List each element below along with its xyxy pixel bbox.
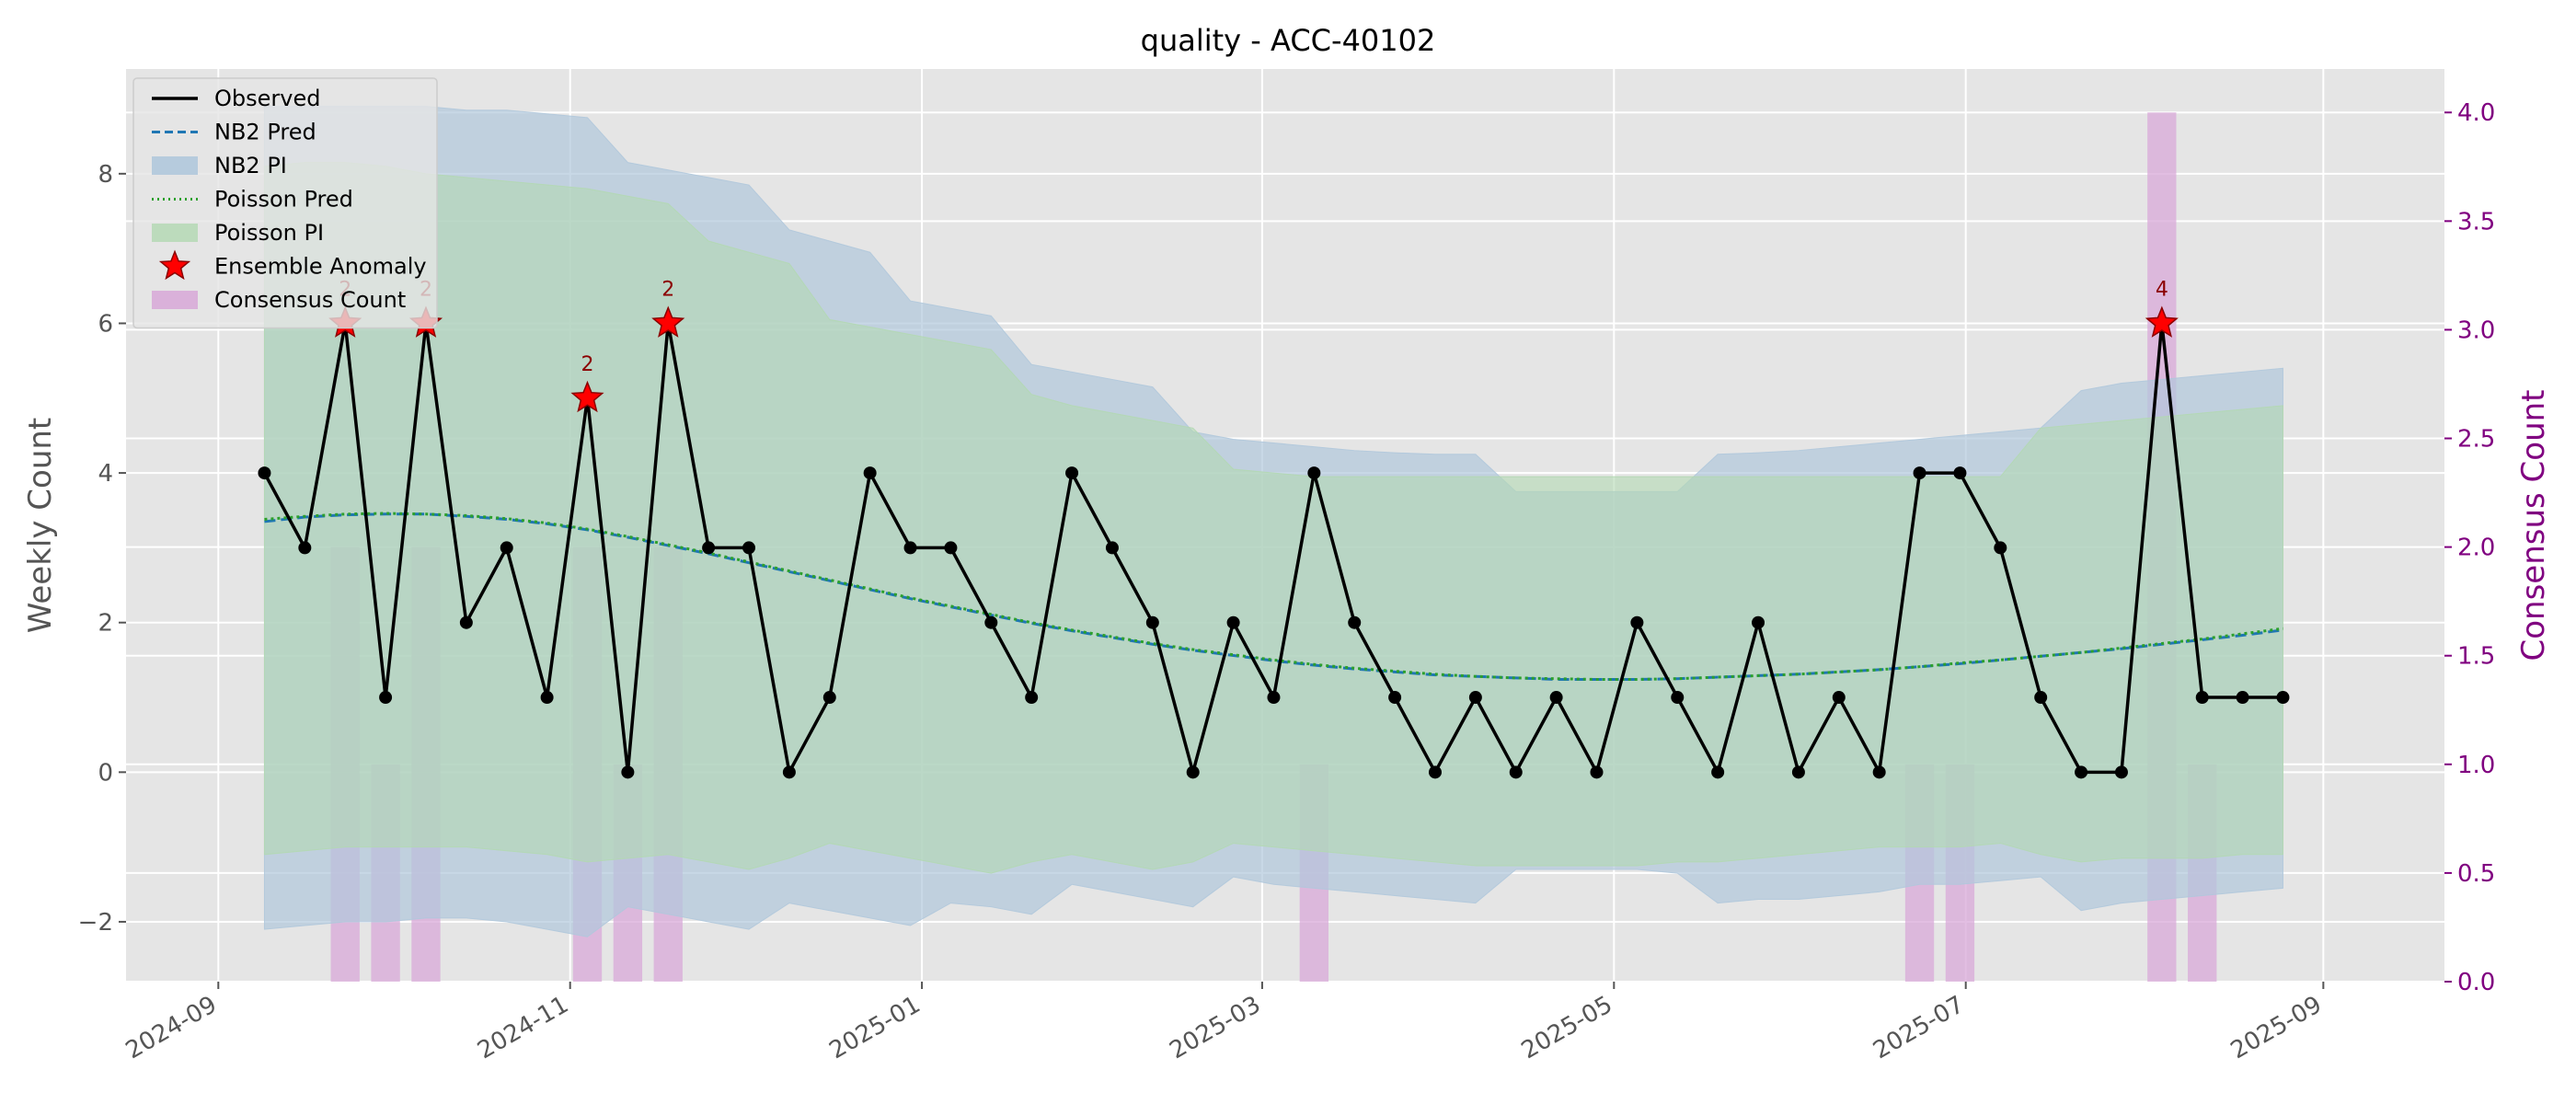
observed-point bbox=[1832, 691, 1846, 705]
legend-label: NB2 Pred bbox=[214, 120, 316, 145]
x-tick-label: 2025-01 bbox=[824, 991, 925, 1064]
observed-point bbox=[1145, 615, 1159, 629]
observed-point bbox=[459, 615, 473, 629]
y2-tick-label: 0.5 bbox=[2457, 860, 2495, 888]
observed-point bbox=[1307, 466, 1321, 480]
observed-point bbox=[298, 541, 312, 555]
observed-point bbox=[944, 541, 958, 555]
y2-tick-label: 2.5 bbox=[2457, 426, 2495, 454]
observed-point bbox=[2276, 691, 2290, 705]
legend-label: Poisson PI bbox=[214, 220, 324, 246]
anomaly-label: 4 bbox=[2156, 278, 2168, 301]
x-tick-label: 2025-09 bbox=[2226, 991, 2327, 1064]
anomaly-star bbox=[651, 305, 685, 338]
observed-point bbox=[1953, 466, 1967, 480]
observed-point bbox=[1590, 765, 1604, 779]
observed-point bbox=[1105, 541, 1119, 555]
y-tick-label: 2 bbox=[98, 610, 113, 638]
chart-title: quality - ACC-40102 bbox=[1141, 23, 1436, 58]
legend: Observed NB2 Pred NB2 PI Poisson Pred Poisso… bbox=[132, 77, 438, 329]
observed-point bbox=[2114, 765, 2128, 779]
observed-point bbox=[500, 541, 513, 555]
observed-point bbox=[1630, 615, 1644, 629]
observed-point bbox=[1065, 466, 1079, 480]
observed-point bbox=[1025, 691, 1039, 705]
observed-point bbox=[2236, 691, 2249, 705]
y2-tick-label: 2.0 bbox=[2457, 535, 2495, 562]
legend-swatch-consensus bbox=[152, 291, 198, 309]
observed-point bbox=[1549, 691, 1563, 705]
observed-point bbox=[1428, 765, 1442, 779]
anomaly-label: 2 bbox=[661, 278, 674, 301]
legend-label: Observed bbox=[214, 86, 320, 111]
observed-series bbox=[258, 316, 2290, 779]
observed-point bbox=[1226, 615, 1240, 629]
observed-point bbox=[258, 466, 271, 480]
observed-point bbox=[1752, 615, 1765, 629]
observed-point bbox=[621, 765, 635, 779]
observed-point bbox=[1872, 765, 1886, 779]
x-tick-label: 2025-07 bbox=[1869, 991, 1969, 1064]
y2-tick-label: 3.0 bbox=[2457, 316, 2495, 344]
observed-point bbox=[540, 691, 554, 705]
legend-label: NB2 PI bbox=[214, 153, 287, 178]
y2-tick-label: 3.5 bbox=[2457, 208, 2495, 236]
observed-point bbox=[2075, 765, 2088, 779]
y-tick-label: 6 bbox=[98, 310, 113, 338]
y2-tick-label: 1.0 bbox=[2457, 752, 2495, 779]
anomaly-star bbox=[2145, 305, 2179, 338]
observed-point bbox=[1913, 466, 1926, 480]
observed-point bbox=[1994, 541, 2007, 555]
x-tick-label: 2025-03 bbox=[1165, 991, 1265, 1064]
observed-point bbox=[2034, 691, 2048, 705]
observed-point bbox=[1671, 691, 1685, 705]
observed-point bbox=[1509, 765, 1523, 779]
legend-box bbox=[132, 77, 438, 329]
legend-label: Ensemble Anomaly bbox=[214, 254, 427, 280]
y2-axis-label: Consensus Count bbox=[2515, 389, 2552, 661]
y-tick-label: 8 bbox=[98, 161, 113, 189]
observed-point bbox=[822, 691, 836, 705]
observed-point bbox=[1711, 765, 1725, 779]
y-tick-label: −2 bbox=[78, 909, 113, 937]
y-tick-label: 0 bbox=[98, 759, 113, 787]
anomaly-label: 2 bbox=[581, 353, 593, 376]
x-tick-label: 2024-11 bbox=[473, 991, 573, 1064]
x-tick-label: 2024-09 bbox=[121, 991, 222, 1064]
y-tick-label: 4 bbox=[98, 460, 113, 488]
legend-label: Consensus Count bbox=[214, 287, 406, 313]
y2-tick-label: 0.0 bbox=[2457, 969, 2495, 996]
observed-point bbox=[903, 541, 917, 555]
y-axis-label: Weekly Count bbox=[22, 418, 59, 634]
observed-point bbox=[782, 765, 796, 779]
observed-point bbox=[1348, 615, 1362, 629]
y2-tick-label: 1.5 bbox=[2457, 643, 2495, 671]
observed-point bbox=[1388, 691, 1402, 705]
observed-point bbox=[984, 615, 998, 629]
observed-point bbox=[863, 466, 877, 480]
observed-point bbox=[2195, 691, 2209, 705]
y2-tick-label: 4.0 bbox=[2457, 99, 2495, 127]
legend-swatch-poisson-pi bbox=[152, 224, 198, 242]
legend-swatch-nb2-pi bbox=[152, 156, 198, 175]
legend-label: Poisson Pred bbox=[214, 187, 353, 213]
observed-point bbox=[702, 541, 716, 555]
anomaly-star bbox=[570, 380, 604, 413]
observed-point bbox=[1267, 691, 1281, 705]
observed-point bbox=[379, 691, 393, 705]
observed-point bbox=[1468, 691, 1482, 705]
legend-swatch-anomaly bbox=[158, 249, 191, 281]
observed-point bbox=[1791, 765, 1805, 779]
observed-point bbox=[742, 541, 756, 555]
x-tick-label: 2025-05 bbox=[1517, 991, 1617, 1064]
observed-point bbox=[1186, 765, 1200, 779]
